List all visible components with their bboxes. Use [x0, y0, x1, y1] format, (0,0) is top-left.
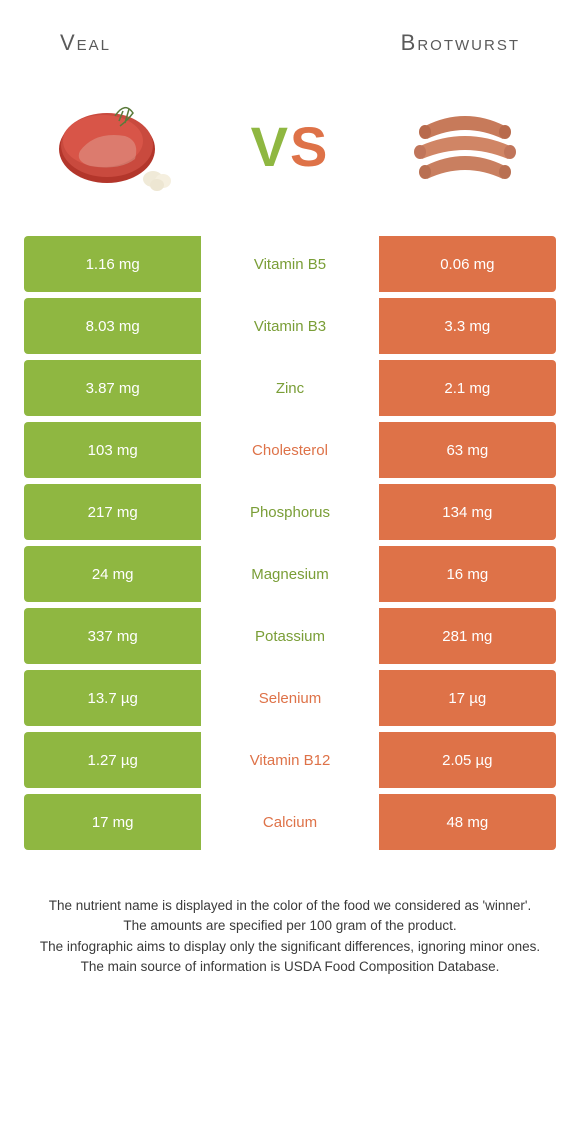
footer-line: The amounts are specified per 100 gram o…	[30, 916, 550, 936]
brotwurst-icon	[395, 91, 535, 201]
table-row: 13.7 µgSelenium17 µg	[24, 670, 556, 726]
veal-icon	[45, 91, 185, 201]
left-value-cell: 13.7 µg	[24, 670, 201, 726]
vs-s: S	[290, 114, 329, 179]
images-row: VS	[0, 66, 580, 236]
left-value-cell: 24 mg	[24, 546, 201, 602]
nutrient-name-cell: Vitamin B12	[201, 732, 378, 788]
left-value-cell: 3.87 mg	[24, 360, 201, 416]
nutrient-name-cell: Vitamin B5	[201, 236, 378, 292]
footer-line: The nutrient name is displayed in the co…	[30, 896, 550, 916]
left-value-cell: 337 mg	[24, 608, 201, 664]
left-value-cell: 17 mg	[24, 794, 201, 850]
footer-notes: The nutrient name is displayed in the co…	[0, 856, 580, 997]
table-row: 337 mgPotassium281 mg	[24, 608, 556, 664]
comparison-table: 1.16 mgVitamin B50.06 mg8.03 mgVitamin B…	[0, 236, 580, 850]
left-value-cell: 1.27 µg	[24, 732, 201, 788]
nutrient-name-cell: Potassium	[201, 608, 378, 664]
right-value-cell: 134 mg	[379, 484, 556, 540]
table-row: 24 mgMagnesium16 mg	[24, 546, 556, 602]
nutrient-name-cell: Phosphorus	[201, 484, 378, 540]
nutrient-name-cell: Selenium	[201, 670, 378, 726]
left-value-cell: 1.16 mg	[24, 236, 201, 292]
nutrient-name-cell: Calcium	[201, 794, 378, 850]
nutrient-name-cell: Zinc	[201, 360, 378, 416]
table-row: 1.27 µgVitamin B122.05 µg	[24, 732, 556, 788]
right-value-cell: 3.3 mg	[379, 298, 556, 354]
vs-v: V	[251, 114, 290, 179]
vs-label: VS	[251, 114, 330, 179]
right-value-cell: 17 µg	[379, 670, 556, 726]
header: Veal Brotwurst	[0, 0, 580, 66]
right-value-cell: 2.05 µg	[379, 732, 556, 788]
right-value-cell: 281 mg	[379, 608, 556, 664]
table-row: 8.03 mgVitamin B33.3 mg	[24, 298, 556, 354]
left-value-cell: 8.03 mg	[24, 298, 201, 354]
veal-image	[40, 86, 190, 206]
table-row: 3.87 mgZinc2.1 mg	[24, 360, 556, 416]
right-value-cell: 0.06 mg	[379, 236, 556, 292]
right-value-cell: 48 mg	[379, 794, 556, 850]
left-value-cell: 103 mg	[24, 422, 201, 478]
nutrient-name-cell: Magnesium	[201, 546, 378, 602]
table-row: 103 mgCholesterol63 mg	[24, 422, 556, 478]
nutrient-name-cell: Cholesterol	[201, 422, 378, 478]
left-food-title: Veal	[60, 30, 111, 56]
footer-line: The infographic aims to display only the…	[30, 937, 550, 957]
brotwurst-image	[390, 86, 540, 206]
right-food-title: Brotwurst	[401, 30, 520, 56]
left-value-cell: 217 mg	[24, 484, 201, 540]
right-value-cell: 2.1 mg	[379, 360, 556, 416]
table-row: 17 mgCalcium48 mg	[24, 794, 556, 850]
table-row: 217 mgPhosphorus134 mg	[24, 484, 556, 540]
footer-line: The main source of information is USDA F…	[30, 957, 550, 977]
nutrient-name-cell: Vitamin B3	[201, 298, 378, 354]
right-value-cell: 63 mg	[379, 422, 556, 478]
right-value-cell: 16 mg	[379, 546, 556, 602]
table-row: 1.16 mgVitamin B50.06 mg	[24, 236, 556, 292]
